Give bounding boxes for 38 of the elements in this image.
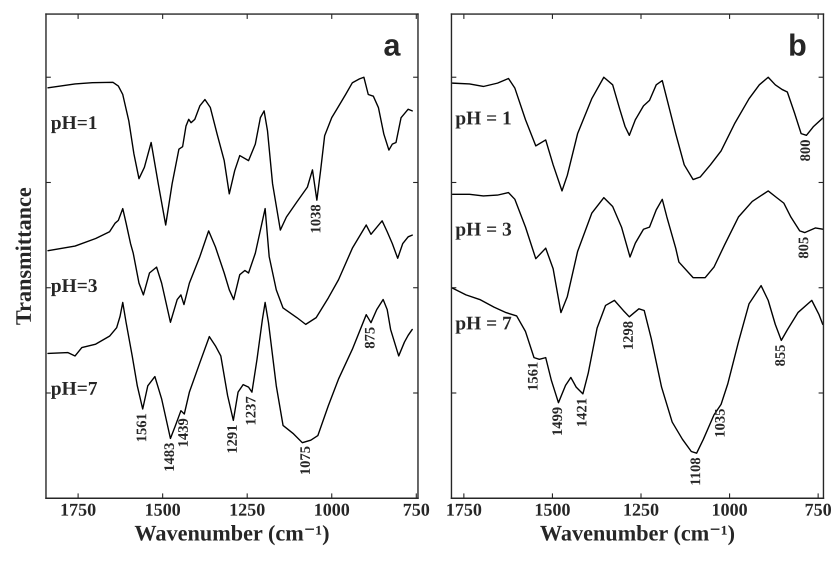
- annotation: 1237: [246, 396, 256, 424]
- series-label: pH=1: [51, 116, 97, 134]
- annotation: 800: [800, 140, 810, 161]
- y-axis-title: Transmittance: [15, 188, 32, 325]
- annotation: 1561: [136, 414, 146, 442]
- annotation: 805: [798, 237, 808, 258]
- annotation: 1499: [552, 407, 562, 435]
- chart-title: a: [384, 39, 401, 56]
- x-tick-label: 750: [806, 504, 831, 516]
- x-tick-label: 1500: [146, 504, 180, 516]
- x-axis-title: Wavenumber (cm⁻¹): [134, 525, 329, 546]
- x-tick-label: 1250: [230, 504, 265, 516]
- x-tick-label: 1250: [624, 504, 658, 516]
- annotation: 1561: [528, 362, 538, 390]
- series-label: pH = 3: [456, 222, 512, 240]
- series-label: pH = 1: [456, 112, 511, 129]
- x-tick-label: 1750: [62, 504, 96, 516]
- annotation: 1035: [714, 409, 725, 437]
- annotation: 1038: [310, 204, 321, 232]
- annotation: 1298: [623, 321, 633, 349]
- series-label: pH=7: [51, 382, 98, 399]
- annotation: 1075: [300, 446, 310, 474]
- series-label: pH = 7: [456, 316, 512, 334]
- x-tick-label: 1750: [447, 504, 482, 516]
- annotation: 1439: [178, 418, 188, 446]
- x-tick-label: 1000: [712, 504, 747, 516]
- annotation: 1291: [227, 425, 237, 453]
- x-tick-label: 1500: [536, 504, 570, 516]
- chart-title: b: [790, 33, 806, 56]
- annotation: 855: [775, 345, 785, 366]
- x-tick-label: 1000: [315, 504, 350, 516]
- annotation: 875: [364, 327, 375, 348]
- annotation: 1483: [164, 443, 174, 471]
- series-label: pH=3: [51, 279, 97, 296]
- x-tick-label: 750: [404, 504, 430, 516]
- annotation: 1108: [690, 458, 700, 485]
- x-axis-title: Wavenumber (cm⁻¹): [540, 525, 734, 546]
- annotation: 1421: [576, 398, 586, 426]
